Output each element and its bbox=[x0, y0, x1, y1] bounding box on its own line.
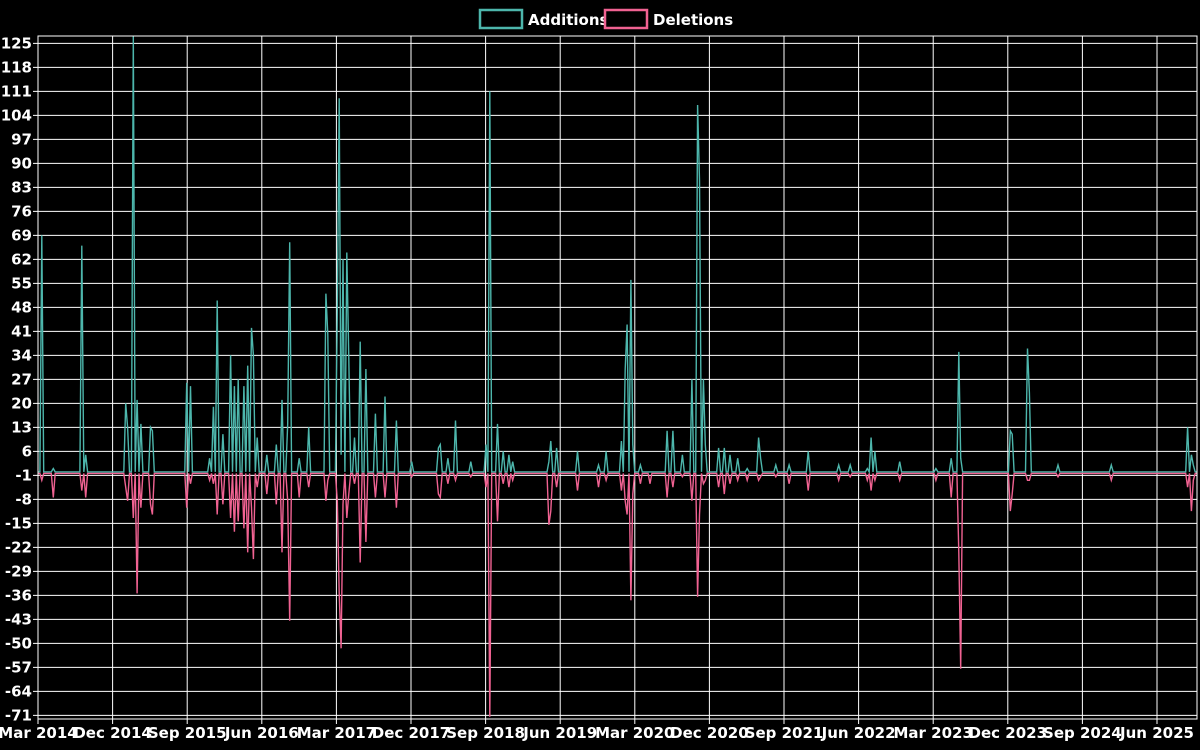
y-axis-tick-label: 6 bbox=[22, 442, 32, 460]
grid-layer bbox=[33, 36, 1197, 724]
x-axis-tick-label: Sep 2018 bbox=[446, 724, 525, 742]
x-axis-tick-label: Dec 2014 bbox=[73, 724, 152, 742]
additions-series bbox=[38, 36, 1198, 475]
additions-line bbox=[38, 36, 1198, 475]
x-axis-tick-label: Sep 2024 bbox=[1043, 724, 1122, 742]
y-axis-tick-label: 97 bbox=[11, 130, 32, 148]
x-axis-tick-label: Jun 2019 bbox=[522, 724, 597, 742]
plot-border bbox=[37, 35, 1198, 720]
y-axis-tick-label: -15 bbox=[5, 514, 32, 532]
x-axis-tick-label: Jun 2016 bbox=[224, 724, 299, 742]
y-axis-tick-label: -43 bbox=[5, 610, 32, 628]
y-axis-tick-label: 13 bbox=[11, 418, 32, 436]
x-axis-tick-label: Dec 2020 bbox=[670, 724, 749, 742]
y-axis-tick-label: -50 bbox=[5, 634, 32, 652]
series-layer bbox=[38, 36, 1198, 717]
x-axis-tick-label: Sep 2015 bbox=[148, 724, 227, 742]
y-axis-tick-label: 104 bbox=[1, 106, 32, 124]
x-axis-tick-label: Dec 2017 bbox=[372, 724, 451, 742]
y-axis-tick-label: 48 bbox=[11, 298, 32, 316]
x-axis-tick-label: Sep 2021 bbox=[745, 724, 824, 742]
deletions-line bbox=[38, 472, 1198, 717]
y-axis-tick-label: -71 bbox=[5, 706, 32, 724]
y-axis-tick-label: 118 bbox=[1, 58, 32, 76]
x-axis-tick-label: Dec 2023 bbox=[969, 724, 1048, 742]
y-axis-tick-label: 83 bbox=[11, 178, 32, 196]
y-axis-tick-label: 55 bbox=[11, 274, 32, 292]
y-axis-tick-label: -1 bbox=[15, 466, 32, 484]
y-axis-tick-label: 125 bbox=[1, 34, 32, 52]
y-axis-tick-label: -36 bbox=[5, 586, 32, 604]
y-axis-tick-label: -57 bbox=[5, 658, 32, 676]
y-axis-tick-label: 41 bbox=[11, 322, 32, 340]
x-axis-tick-label: Mar 2017 bbox=[297, 724, 376, 742]
x-axis-tick-label: Mar 2014 bbox=[0, 724, 78, 742]
y-axis-tick-label: -22 bbox=[5, 538, 32, 556]
y-axis-tick-label: -64 bbox=[5, 682, 32, 700]
y-axis-tick-label: 62 bbox=[11, 250, 32, 268]
axis-layer: 125 118 111 104 97 90 83 76 69 62 55 48 41 34 27 20 13 6 -… bbox=[0, 34, 1198, 742]
y-axis-tick-label: 27 bbox=[11, 370, 32, 388]
x-axis-tick-label: Mar 2023 bbox=[893, 724, 972, 742]
legend-deletions-swatch[interactable] bbox=[603, 8, 649, 30]
y-axis-tick-label: -8 bbox=[15, 490, 32, 508]
legend: Additions Deletions bbox=[478, 8, 733, 30]
deletions-series bbox=[38, 472, 1198, 717]
x-axis-tick-label: Mar 2020 bbox=[595, 724, 674, 742]
y-axis-tick-label: 34 bbox=[11, 346, 32, 364]
y-axis-tick-label: 20 bbox=[11, 394, 32, 412]
y-axis-tick-label: 69 bbox=[11, 226, 32, 244]
legend-additions-label[interactable]: Additions bbox=[528, 11, 609, 29]
legend-additions-swatch[interactable] bbox=[478, 8, 524, 30]
y-axis-tick-label: 90 bbox=[11, 154, 32, 172]
x-axis-tick-label: Jun 2022 bbox=[821, 724, 896, 742]
y-axis-tick-label: 76 bbox=[11, 202, 32, 220]
y-axis-tick-label: -29 bbox=[5, 562, 32, 580]
y-axis-tick-label: 111 bbox=[1, 82, 32, 100]
x-axis-tick-label: Jun 2025 bbox=[1119, 724, 1194, 742]
legend-deletions-label[interactable]: Deletions bbox=[653, 11, 733, 29]
